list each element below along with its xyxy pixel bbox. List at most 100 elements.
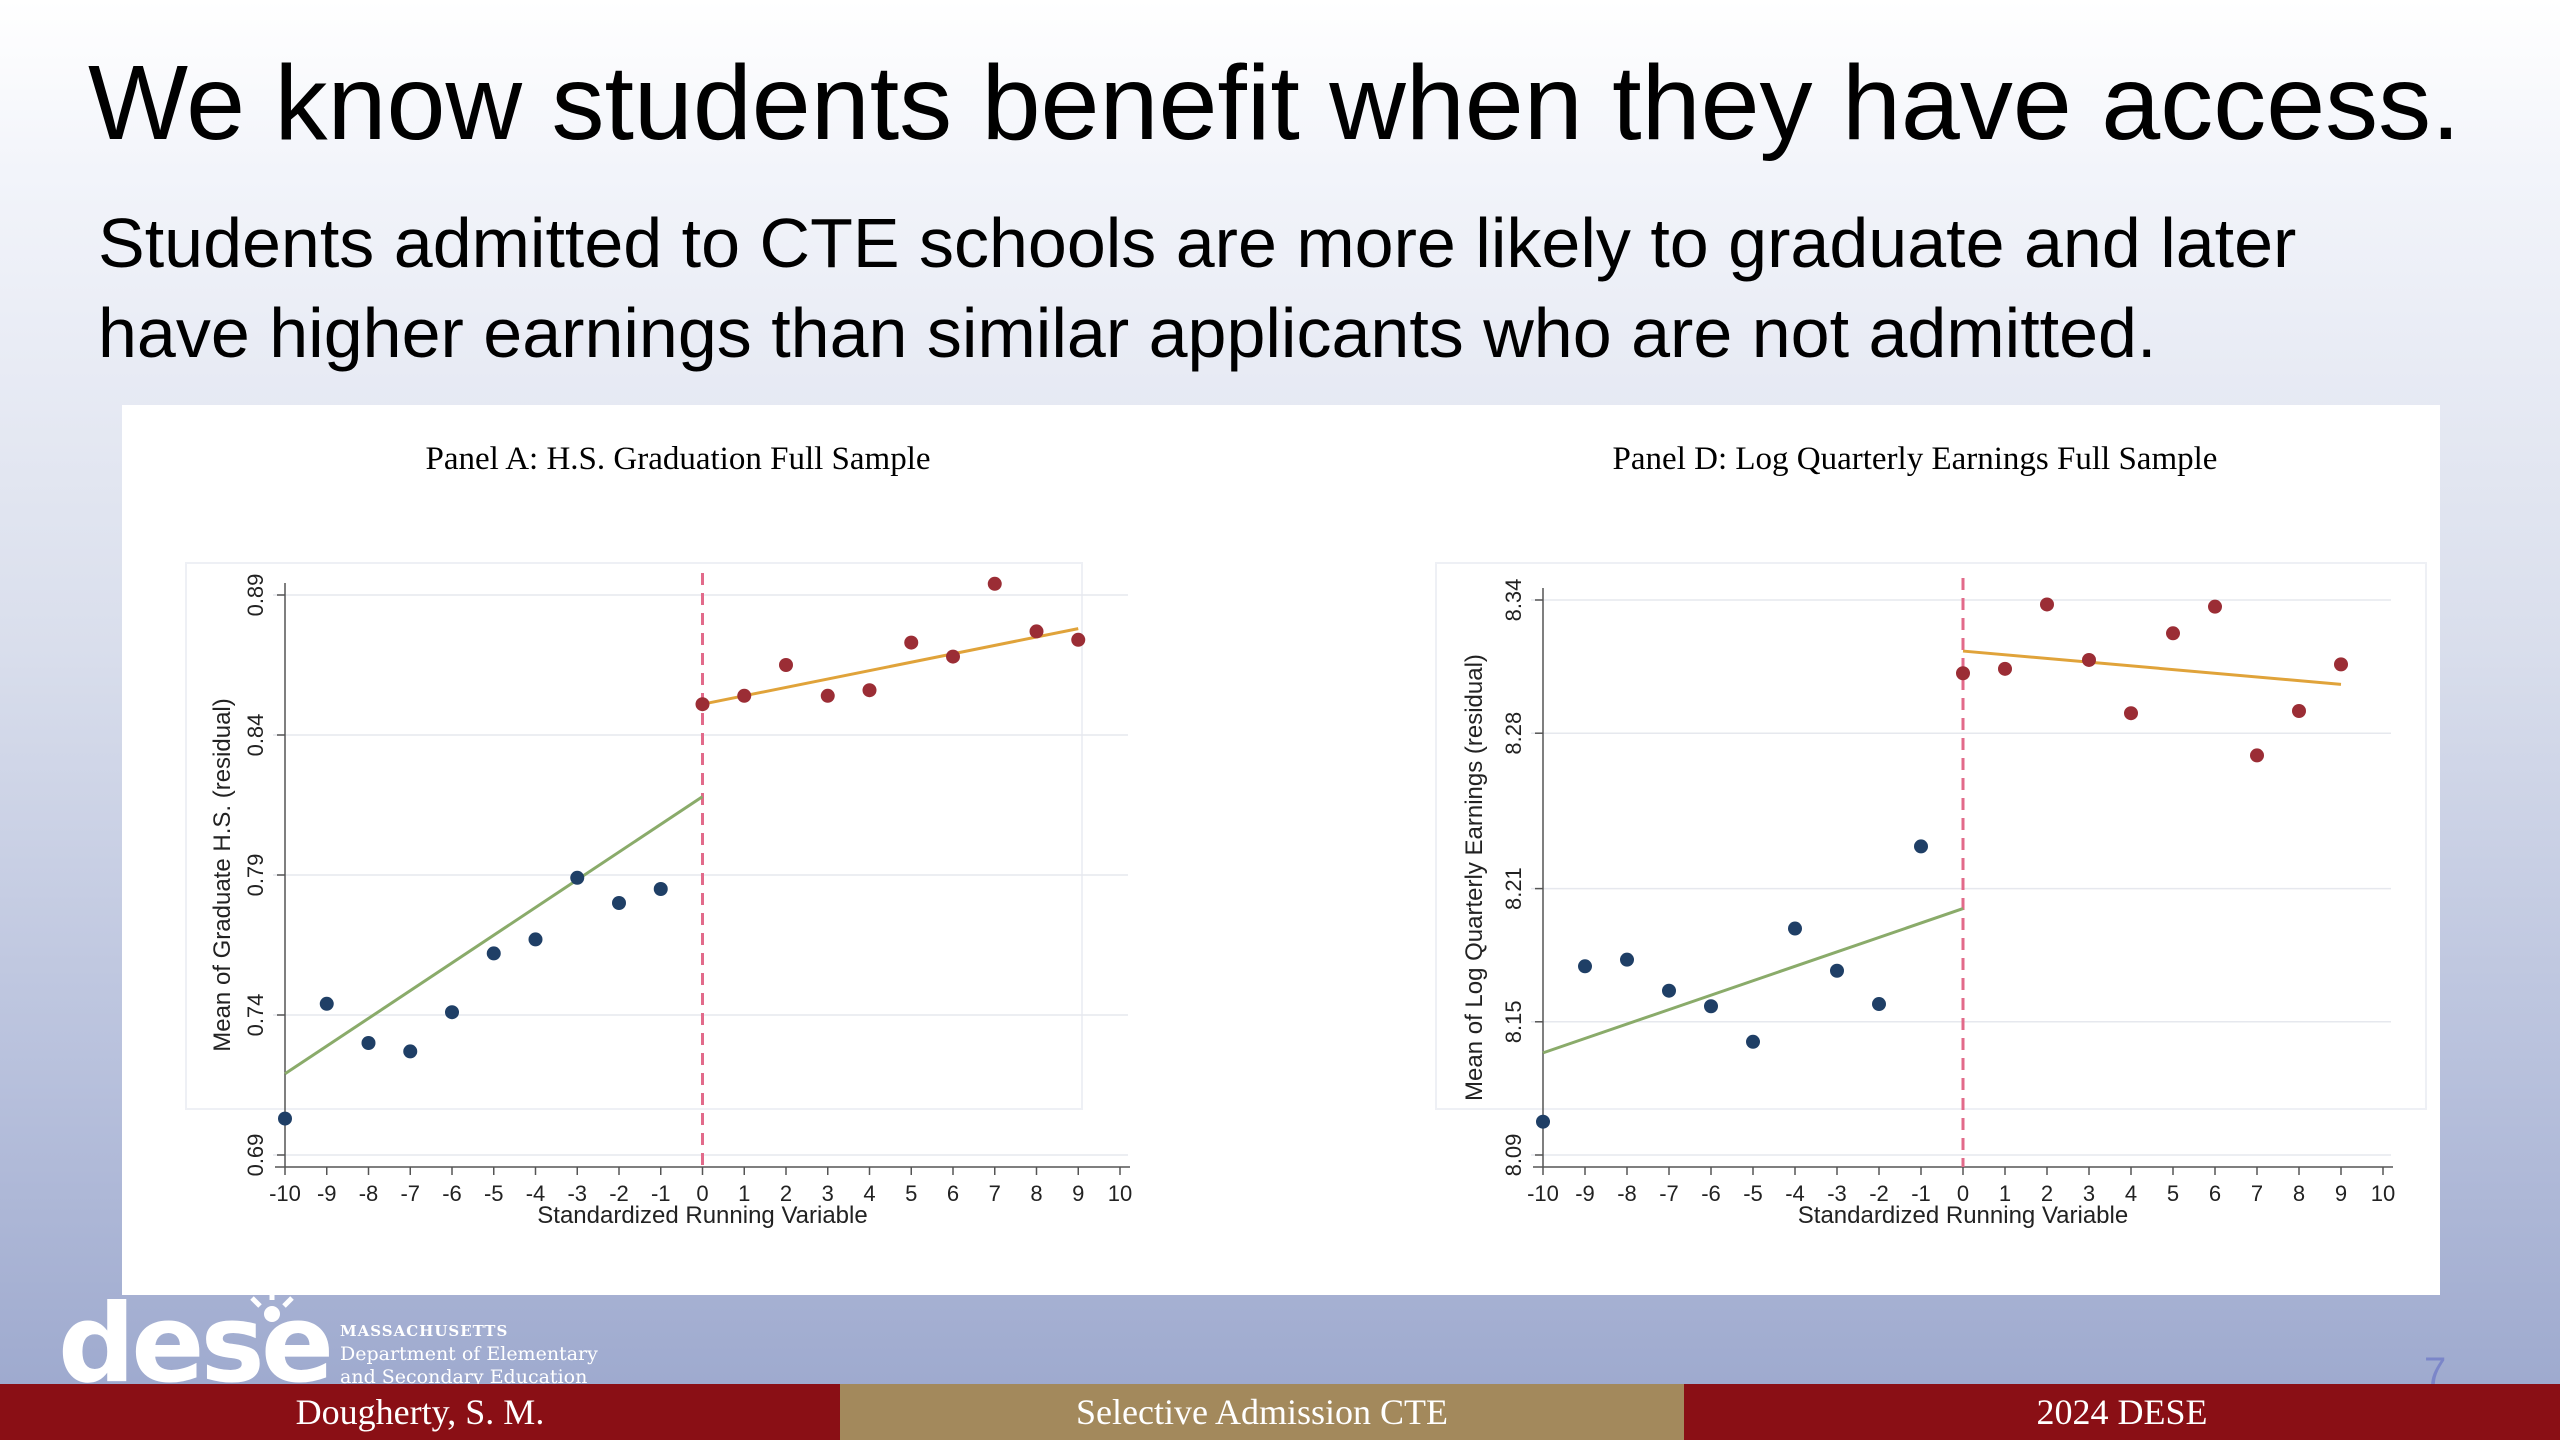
data-point-admitted [2124, 706, 2138, 721]
charts-svg: Panel A: H.S. Graduation Full Sample 0.69… [185, 441, 2427, 1229]
data-point-admitted [2040, 597, 2054, 612]
x-tick-label: -10 [269, 1181, 301, 1206]
x-tick-label: 3 [2083, 1181, 2095, 1206]
logo-word: dese [58, 1282, 334, 1407]
plot-frame [185, 562, 1083, 1110]
data-point-admitted [2250, 748, 2264, 763]
x-tick-label: 4 [2125, 1181, 2137, 1206]
data-point-not-admitted [1872, 997, 1886, 1012]
data-point-not-admitted [1704, 999, 1718, 1014]
data-point-admitted [737, 688, 752, 703]
x-tick-label: -1 [1911, 1181, 1931, 1206]
data-point-not-admitted [653, 882, 668, 896]
data-point-not-admitted [278, 1111, 292, 1126]
x-tick-label: -3 [567, 1181, 587, 1206]
logo-line-2: Department of Elementary [340, 1343, 598, 1365]
data-point-admitted [946, 649, 960, 664]
fit-line-left [1542, 907, 1964, 1055]
footer-left: Dougherty, S. M. [0, 1384, 840, 1440]
logo-text: MASSACHUSETTS Department of Elementary a… [340, 1320, 598, 1389]
data-point-not-admitted [1536, 1114, 1550, 1129]
y-tick-label: 0.89 [243, 574, 268, 617]
footer-bar: Dougherty, S. M. Selective Admission CTE… [0, 1384, 2560, 1440]
data-point-not-admitted [1914, 839, 1928, 854]
x-tick-label: -6 [1701, 1181, 1721, 1206]
x-tick-label: 10 [1108, 1181, 1132, 1206]
y-axis-label: Mean of Log Quarterly Earnings (residual… [1461, 654, 1488, 1101]
x-tick-label: -8 [359, 1181, 379, 1206]
subtitle-line-2: have higher earnings than similar applic… [98, 294, 2157, 372]
data-point-not-admitted [486, 946, 501, 961]
x-tick-label: 5 [905, 1181, 917, 1206]
y-tick-label: 8.15 [1501, 1000, 1526, 1043]
data-point-admitted [2334, 657, 2348, 672]
data-point-admitted [695, 697, 710, 712]
data-point-not-admitted [1830, 963, 1844, 978]
x-tick-label: -4 [1785, 1181, 1805, 1206]
x-tick-label: -7 [1659, 1181, 1679, 1206]
chart-panel-d: Panel D: Log Quarterly Earnings Full Sam… [1435, 441, 2427, 1229]
fit-line-left [284, 795, 704, 1076]
logo-line-3: and Secondary Education [340, 1366, 588, 1388]
x-tick-label: 6 [2209, 1181, 2221, 1206]
chart-panel-a: Panel A: H.S. Graduation Full Sample 0.69… [185, 441, 1132, 1229]
x-tick-label: 10 [2371, 1181, 2395, 1206]
x-tick-label: 5 [2167, 1181, 2179, 1206]
figure-panel: Panel A: H.S. Graduation Full Sample 0.69… [122, 405, 2440, 1295]
data-point-admitted [904, 635, 919, 650]
x-axis-label: Standardized Running Variable [537, 1202, 867, 1229]
data-point-admitted [2208, 599, 2222, 614]
x-tick-label: 2 [2041, 1181, 2053, 1206]
x-tick-label: 7 [2251, 1181, 2263, 1206]
page-number: 7 [2424, 1350, 2447, 1394]
x-tick-label: 6 [947, 1181, 959, 1206]
data-point-admitted [1956, 666, 1970, 681]
data-point-admitted [1029, 624, 1044, 639]
footer-center: Selective Admission CTE [840, 1384, 1684, 1440]
y-tick-label: 0.74 [243, 994, 268, 1037]
data-point-not-admitted [403, 1044, 418, 1059]
x-tick-label: -4 [526, 1181, 546, 1206]
data-point-admitted [1998, 661, 2012, 676]
data-point-not-admitted [570, 870, 585, 885]
x-tick-label: -3 [1827, 1181, 1847, 1206]
data-point-admitted [987, 576, 1002, 591]
x-tick-label: 8 [2293, 1181, 2305, 1206]
data-point-not-admitted [445, 1005, 459, 1020]
x-tick-label: -5 [484, 1181, 504, 1206]
data-point-not-admitted [361, 1036, 376, 1050]
x-tick-label: 2 [780, 1181, 792, 1206]
x-tick-label: -6 [442, 1181, 462, 1206]
data-point-not-admitted [612, 896, 626, 910]
data-point-admitted [1071, 632, 1086, 647]
fit-line-right [702, 627, 1079, 706]
x-tick-label: -2 [1869, 1181, 1889, 1206]
x-tick-label: 7 [989, 1181, 1001, 1206]
slide-subtitle: Students admitted to CTE schools are mor… [98, 198, 2498, 378]
data-point-admitted [779, 658, 793, 672]
x-tick-label: -9 [1575, 1181, 1595, 1206]
y-tick-label: 8.28 [1501, 712, 1526, 755]
data-point-not-admitted [1662, 983, 1676, 998]
data-point-admitted [862, 683, 877, 698]
x-tick-label: 4 [863, 1181, 875, 1206]
x-tick-label: 0 [1957, 1181, 1969, 1206]
fit-line-right [1962, 649, 2342, 686]
x-tick-label: 3 [822, 1181, 834, 1206]
data-point-admitted [2292, 704, 2306, 718]
data-point-admitted [2166, 626, 2180, 641]
logo-sun-icon [250, 1290, 294, 1322]
y-axis-label: Mean of Graduate H.S. (residual) [209, 698, 236, 1052]
x-tick-label: -10 [1527, 1181, 1559, 1206]
y-tick-label: 0.79 [243, 854, 268, 897]
x-tick-label: 0 [696, 1181, 708, 1206]
x-tick-label: 8 [1030, 1181, 1042, 1206]
x-tick-label: 9 [2335, 1181, 2347, 1206]
x-tick-label: 1 [1999, 1181, 2011, 1206]
x-tick-label: -2 [609, 1181, 629, 1206]
y-tick-label: 8.34 [1501, 579, 1526, 622]
data-point-not-admitted [1788, 921, 1802, 936]
y-tick-label: 8.21 [1501, 867, 1526, 910]
x-tick-label: -9 [317, 1181, 337, 1206]
data-point-not-admitted [1578, 959, 1592, 974]
